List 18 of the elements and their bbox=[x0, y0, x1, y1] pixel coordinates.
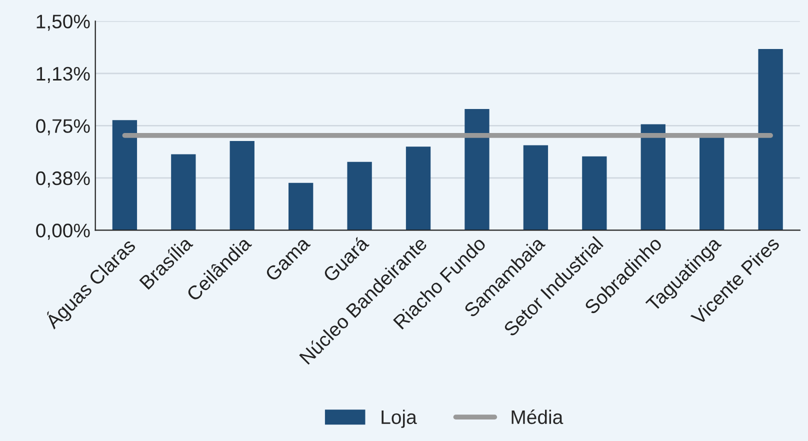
y-tick-label: 1,13% bbox=[36, 66, 90, 83]
legend-label: Média bbox=[512, 410, 564, 424]
bar bbox=[406, 146, 431, 230]
legend-label: Loja bbox=[382, 410, 417, 428]
bar bbox=[464, 108, 490, 230]
y-tick-label: 1,50% bbox=[36, 14, 90, 31]
bar bbox=[758, 49, 783, 230]
y-tick-label: 0,00% bbox=[36, 224, 90, 240]
bar bbox=[582, 156, 607, 230]
y-tick-label: 0,38% bbox=[36, 171, 90, 188]
bar bbox=[523, 145, 548, 230]
y-tick-label: 0,75% bbox=[36, 119, 90, 136]
bar bbox=[288, 182, 314, 230]
bar bbox=[112, 120, 138, 230]
bar bbox=[230, 141, 254, 230]
bar bbox=[640, 124, 666, 230]
bar bbox=[347, 162, 372, 230]
bar bbox=[171, 154, 196, 230]
